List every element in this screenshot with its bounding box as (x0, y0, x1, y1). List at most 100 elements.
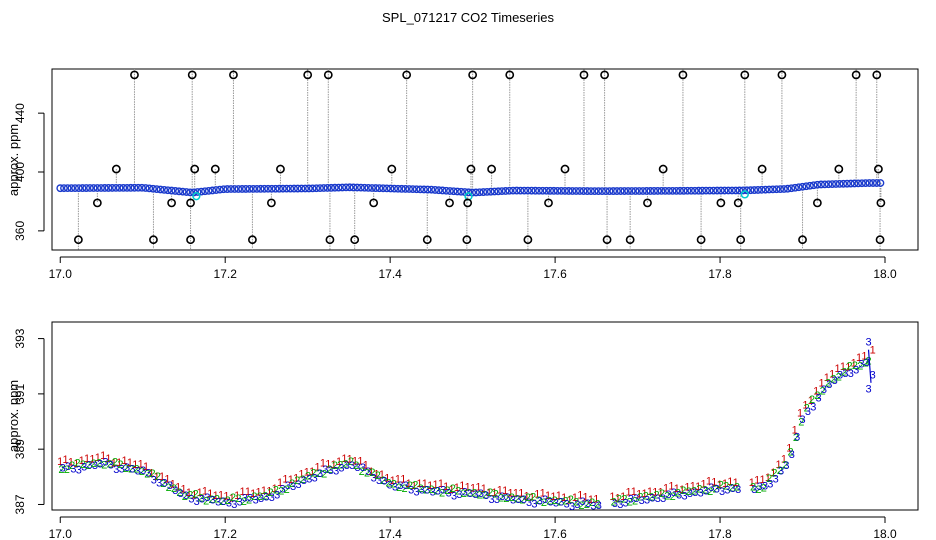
baseline-point (423, 185, 432, 194)
outlier-point (798, 235, 807, 245)
series-2-point: 2 (326, 464, 332, 476)
series-3-point: 3 (724, 485, 730, 497)
series-2-point: 2 (150, 468, 156, 480)
outlier-point (468, 70, 478, 80)
series-1-point: 1 (122, 455, 128, 467)
series-2-point: 2 (589, 497, 595, 509)
baseline-point (509, 186, 517, 195)
series-1-point: 1 (416, 478, 422, 490)
series-1-point: 1 (175, 481, 181, 493)
baseline-point (100, 184, 109, 192)
series-3-point: 3 (708, 482, 714, 494)
baseline-point (286, 184, 295, 193)
baseline-point (382, 184, 391, 193)
baseline-point (843, 179, 851, 188)
baseline-point (290, 184, 298, 193)
series-3-point: 3 (76, 465, 82, 477)
baseline-point (108, 184, 117, 192)
baseline-point (416, 185, 425, 194)
series-1-point: 1 (508, 488, 514, 500)
series-2-point: 2 (117, 459, 123, 471)
baseline-point (312, 184, 321, 193)
series-1-point: 1 (68, 457, 74, 469)
series-2-point: 2 (155, 471, 161, 483)
series-1-point: 1 (432, 479, 438, 491)
baseline-point (832, 180, 840, 188)
baseline-point (757, 185, 766, 194)
series-1-point: 1 (154, 471, 160, 483)
series-3-point: 3 (826, 379, 832, 391)
series-3-point: 3 (558, 497, 564, 509)
series-1-point: 1 (727, 476, 733, 488)
series-2-point: 2 (123, 463, 129, 475)
series-1-point: 1 (202, 485, 208, 497)
top-x-tick-label: 17.4 (378, 267, 402, 281)
series-2-point: 2 (391, 479, 397, 491)
series-2-point: 2 (830, 374, 836, 386)
baseline-point (609, 187, 618, 195)
series-1-point: 1 (765, 472, 771, 484)
outlier-point (696, 235, 706, 245)
series-3-point: 3 (355, 462, 361, 474)
series-3-point: 3 (505, 492, 511, 504)
panel-top-scatter: approx. ppm 17.0 17.2 17.4 17.6 17.8 18.0 360 4… (6, 68, 919, 281)
series-2-point: 2 (241, 496, 247, 508)
outlier-point (462, 235, 472, 245)
baseline-point (809, 181, 818, 190)
series-1-point: 1 (835, 363, 841, 375)
bottom-x-tick-label: 17.2 (214, 527, 238, 540)
series-2-point: 2 (107, 459, 113, 471)
baseline-point (368, 184, 376, 192)
baseline-point (446, 187, 454, 195)
series-2-point: 2 (198, 492, 204, 504)
baseline-point (679, 186, 688, 195)
series-2-point: 2 (75, 457, 81, 469)
series-2-point: 2 (444, 485, 450, 497)
series-1-point: 1 (797, 407, 803, 419)
series-1-point: 1 (475, 481, 481, 493)
series-3-point: 3 (655, 493, 661, 505)
series-2-point: 2 (112, 457, 118, 469)
outlier-point (579, 70, 589, 80)
series-2-point: 2 (375, 470, 381, 482)
series-1-point: 1 (465, 482, 471, 494)
baseline-point (705, 186, 714, 195)
baseline-point (119, 183, 128, 192)
top-x-tick-label: 17.8 (708, 267, 732, 281)
baseline-point (631, 187, 640, 195)
baseline-point (353, 183, 362, 192)
series-2-point: 2 (846, 361, 852, 373)
baseline-point (564, 187, 573, 195)
series-tail-point: 3 (865, 336, 871, 348)
series-1-point: 1 (186, 487, 192, 499)
series-2-point: 2 (825, 377, 831, 389)
baseline-point (253, 184, 261, 193)
baseline-point (754, 186, 762, 194)
series-2-point: 2 (750, 481, 756, 493)
series-2-point: 2 (691, 485, 697, 497)
baseline-point (104, 184, 113, 192)
baseline-point (505, 186, 514, 195)
baseline-point (475, 188, 484, 197)
series-3-point: 3 (521, 494, 527, 506)
series-tail-point: 3 (870, 370, 876, 382)
baseline-point (434, 186, 443, 195)
series-1-point: 1 (197, 487, 203, 499)
series-1-point: 1 (668, 480, 674, 492)
series-3-point: 3 (778, 466, 784, 478)
baseline-point (260, 184, 269, 193)
series-2-point: 2 (80, 459, 86, 471)
series-3-point: 3 (103, 457, 109, 469)
baseline-point (538, 186, 547, 195)
series-3-point: 3 (633, 493, 639, 505)
series-2-point: 2 (284, 484, 290, 496)
series-3-point: 3 (92, 460, 98, 472)
series-3-point: 3 (805, 406, 811, 418)
series-2-point: 2 (536, 495, 542, 507)
series-1-point: 1 (427, 480, 433, 492)
baseline-point (676, 186, 684, 195)
series-3-point: 3 (156, 478, 162, 490)
series-2-point: 2 (680, 485, 686, 497)
outlier-point (602, 235, 612, 245)
baseline-point (494, 187, 503, 196)
